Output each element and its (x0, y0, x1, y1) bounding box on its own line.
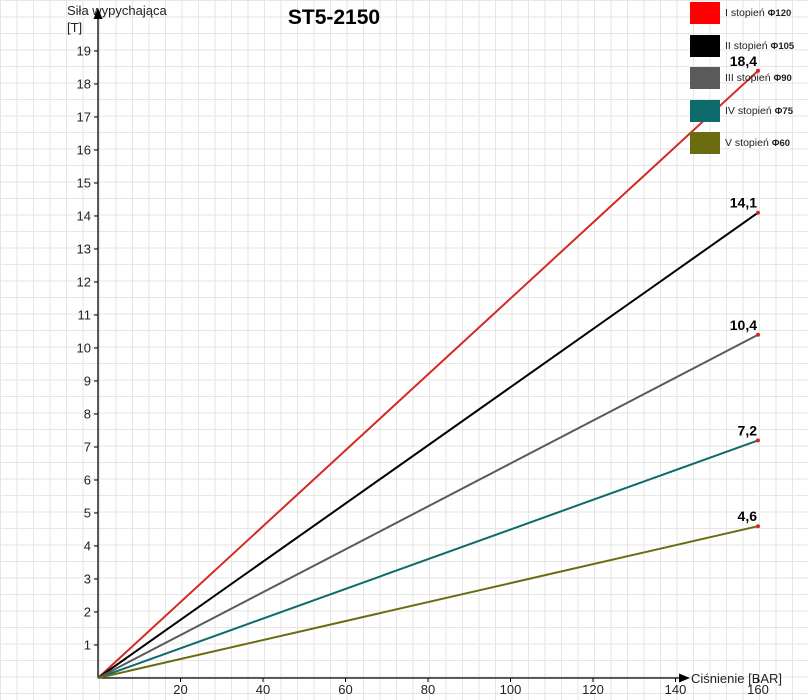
legend-series-diameter: Φ90 (773, 73, 792, 84)
legend-series-name: V stopień (725, 137, 772, 149)
y-tick-label: 12 (77, 275, 91, 290)
legend-series-name: IV stopień (725, 104, 775, 117)
series-end-point (756, 524, 760, 529)
y-tick-label: 7 (84, 440, 91, 455)
series-end-label: 14,1 (730, 195, 757, 211)
legend-swatch (690, 132, 720, 154)
x-tick-label: 20 (173, 682, 187, 697)
series-line (97, 211, 759, 679)
legend-item: III stopień Φ90 (690, 67, 792, 89)
y-tick-label: 19 (77, 44, 91, 59)
legend-item: I stopień Φ120 (690, 2, 791, 24)
legend-swatch (690, 67, 720, 89)
legend-series-name: II stopień (725, 39, 771, 52)
series-end-label: 7,2 (738, 422, 758, 438)
series-end-point (756, 210, 760, 215)
y-tick-label: 10 (77, 341, 91, 356)
series-line (97, 70, 759, 679)
y-axis-arrow (93, 8, 103, 19)
y-tick-label: 16 (77, 143, 91, 158)
legend-label: V stopień Φ60 (725, 137, 790, 149)
series-line (97, 333, 759, 679)
legend-label: II stopień Φ105 (725, 40, 794, 52)
y-tick-label: 3 (84, 572, 91, 587)
y-axis-unit: [T] (67, 20, 82, 35)
y-tick-label: 9 (84, 374, 91, 389)
legend-series-diameter: Φ120 (767, 8, 792, 19)
series-line (97, 525, 759, 679)
legend-series-diameter: Φ60 (771, 138, 791, 149)
series-end-label: 4,6 (738, 508, 758, 524)
y-axis-label: Siła wypychająca (67, 3, 167, 18)
y-tick-label: 1 (84, 638, 91, 653)
legend-item: V stopień Φ60 (690, 132, 790, 154)
legend-label: IV stopień Φ75 (725, 105, 793, 117)
y-tick-label: 5 (84, 506, 91, 521)
x-tick-label: 120 (582, 682, 604, 697)
series-end-point (756, 68, 760, 73)
x-axis-arrow (679, 673, 690, 683)
y-tick-label: 14 (77, 209, 91, 224)
series-end-point (756, 438, 760, 443)
y-tick-label: 2 (84, 605, 91, 620)
x-tick-label: 160 (747, 682, 769, 697)
y-tick-label: 8 (84, 407, 91, 422)
x-tick-label: 80 (421, 682, 435, 697)
series-line (97, 439, 759, 679)
y-tick-label: 13 (77, 242, 91, 257)
series-end-label: 18,4 (730, 53, 757, 69)
legend-item: IV stopień Φ75 (690, 99, 793, 122)
chart-title: ST5-2150 (288, 6, 380, 29)
legend-item: II stopień Φ105 (690, 34, 794, 57)
legend-swatch (690, 99, 720, 122)
legend-series-name: III stopień (725, 72, 774, 84)
legend-label: I stopień Φ120 (725, 7, 791, 19)
x-tick-label: 140 (665, 682, 687, 697)
legend-series-diameter: Φ105 (770, 40, 795, 52)
y-tick-label: 18 (77, 77, 91, 92)
x-tick-label: 60 (338, 682, 352, 697)
legend-series-diameter: Φ75 (774, 105, 793, 117)
legend-label: III stopień Φ90 (725, 72, 792, 84)
x-axis-label: Ciśnienie [BAR] (691, 671, 782, 686)
y-tick-label: 15 (77, 176, 91, 191)
series-end-label: 10,4 (730, 317, 757, 333)
y-tick-label: 11 (78, 308, 92, 323)
x-tick-label: 100 (500, 682, 522, 697)
y-tick-label: 6 (84, 473, 91, 488)
legend-series-name: I stopień (725, 7, 768, 19)
series-end-point (756, 332, 760, 337)
x-tick-label: 40 (256, 682, 270, 697)
y-tick-label: 4 (84, 539, 91, 554)
y-tick-label: 17 (77, 110, 91, 125)
legend-swatch (690, 34, 720, 57)
legend-swatch (690, 2, 720, 24)
